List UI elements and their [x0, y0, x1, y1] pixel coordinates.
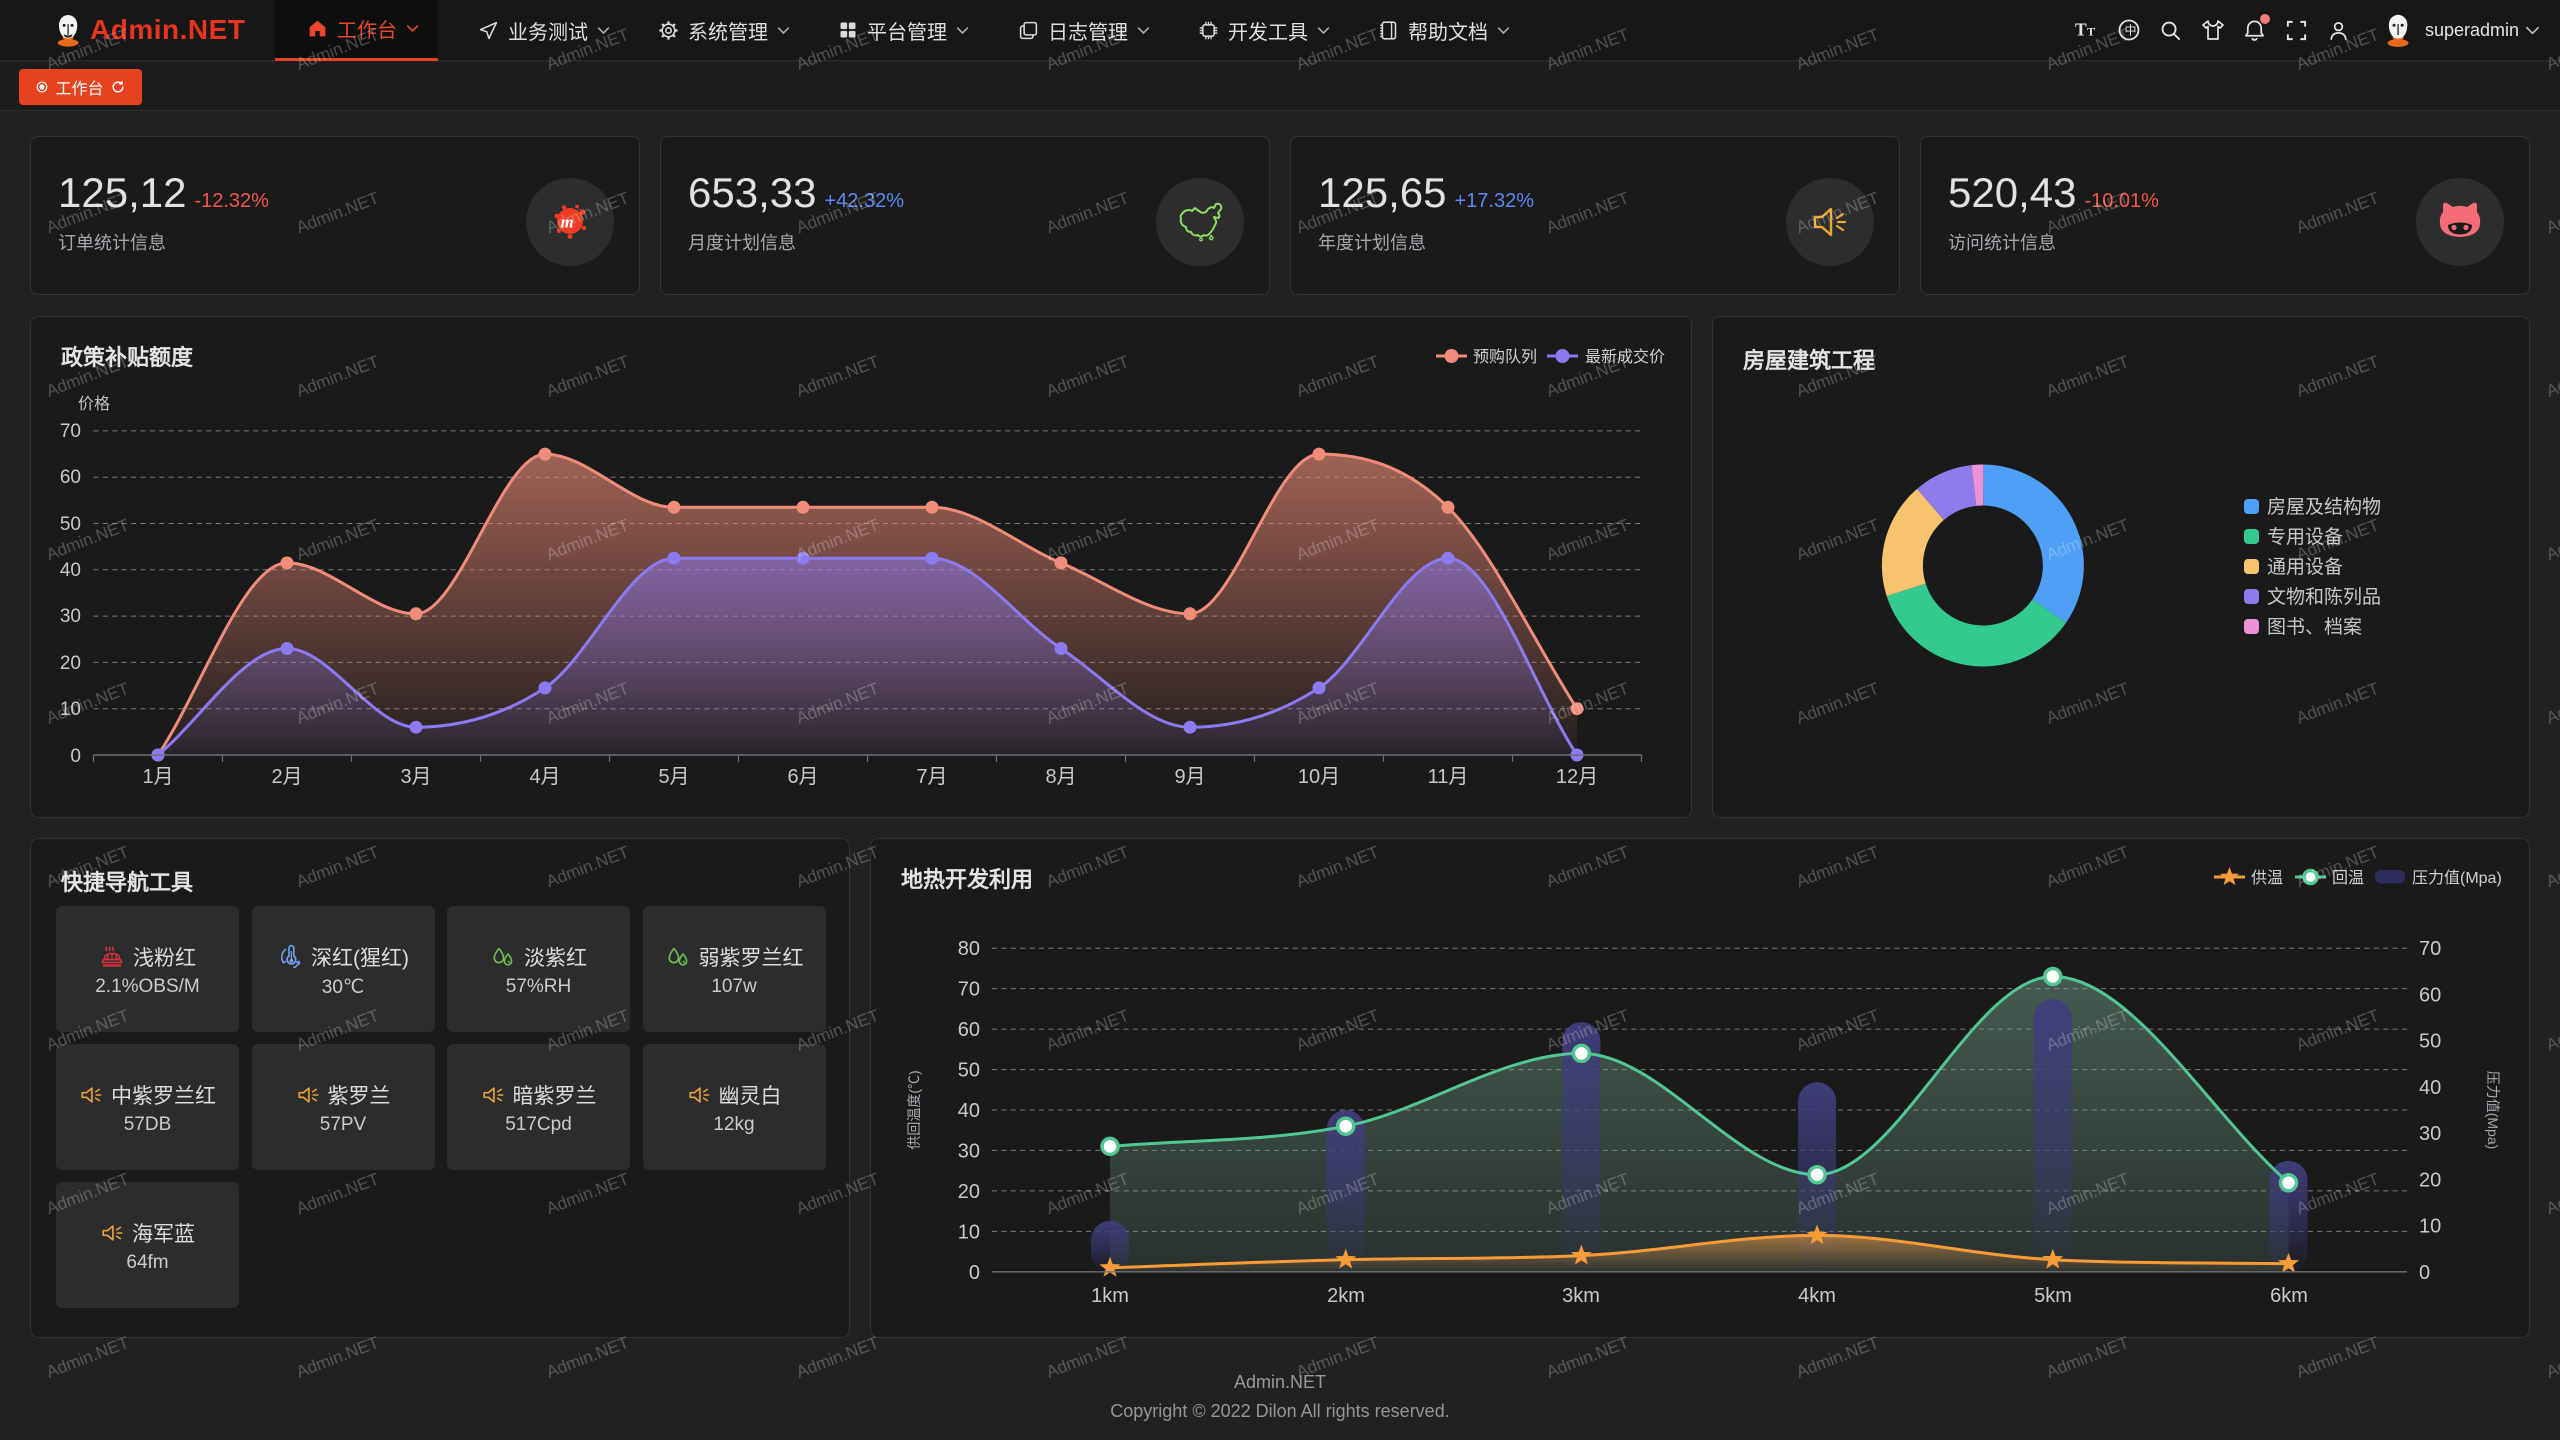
- svg-text:60: 60: [2419, 984, 2441, 1006]
- svg-text:最新成交价: 最新成交价: [1585, 348, 1665, 366]
- svg-text:通用设备: 通用设备: [2267, 556, 2343, 578]
- svg-text:房屋及结构物: 房屋及结构物: [2267, 496, 2381, 518]
- svg-text:预购队列: 预购队列: [1473, 348, 1537, 366]
- svg-text:9月: 9月: [1174, 766, 1205, 788]
- svg-text:3月: 3月: [400, 766, 431, 788]
- svg-text:60: 60: [958, 1019, 980, 1041]
- svg-text:2km: 2km: [1327, 1285, 1365, 1307]
- svg-text:50: 50: [60, 514, 81, 535]
- svg-text:70: 70: [958, 979, 980, 1001]
- svg-text:T: T: [2075, 20, 2087, 40]
- svg-text:5km: 5km: [2034, 1285, 2072, 1307]
- svg-text:50: 50: [958, 1060, 980, 1082]
- svg-text:12月: 12月: [1556, 766, 1598, 788]
- svg-text:7月: 7月: [916, 766, 947, 788]
- svg-text:30: 30: [2419, 1123, 2441, 1145]
- svg-text:40: 40: [958, 1100, 980, 1122]
- svg-text:3km: 3km: [1562, 1285, 1600, 1307]
- svg-text:专用设备: 专用设备: [2267, 526, 2343, 548]
- svg-text:11月: 11月: [1428, 766, 1469, 788]
- svg-text:4月: 4月: [529, 766, 560, 788]
- svg-text:中: 中: [2124, 23, 2136, 38]
- svg-text:30: 30: [958, 1140, 980, 1162]
- svg-text:回温: 回温: [2332, 869, 2364, 887]
- svg-text:压力值(Mpa): 压力值(Mpa): [2412, 869, 2502, 887]
- svg-text:0: 0: [70, 746, 81, 767]
- svg-text:80: 80: [958, 938, 980, 960]
- svg-text:地热开发利用: 地热开发利用: [901, 867, 1033, 892]
- svg-text:10: 10: [60, 699, 81, 720]
- svg-text:政策补贴额度: 政策补贴额度: [61, 345, 194, 370]
- svg-text:30: 30: [60, 606, 81, 627]
- svg-text:10: 10: [2419, 1216, 2441, 1238]
- svg-text:1km: 1km: [1091, 1285, 1129, 1307]
- svg-text:文物和陈列品: 文物和陈列品: [2267, 586, 2381, 608]
- svg-text:50: 50: [2419, 1031, 2441, 1053]
- svg-text:m: m: [561, 213, 574, 232]
- svg-text:8月: 8月: [1045, 766, 1076, 788]
- svg-text:20: 20: [958, 1181, 980, 1203]
- svg-text:40: 40: [60, 560, 81, 581]
- svg-text:0: 0: [2419, 1262, 2430, 1284]
- svg-text:0: 0: [969, 1262, 980, 1284]
- svg-text:价格: 价格: [78, 395, 110, 413]
- svg-text:1月: 1月: [142, 766, 173, 788]
- svg-text:60: 60: [60, 467, 81, 488]
- svg-text:5月: 5月: [658, 766, 689, 788]
- svg-text:6km: 6km: [2270, 1285, 2308, 1307]
- svg-text:40: 40: [2419, 1077, 2441, 1099]
- svg-text:10月: 10月: [1298, 766, 1340, 788]
- svg-text:4km: 4km: [1798, 1285, 1836, 1307]
- svg-text:T: T: [2087, 25, 2095, 39]
- svg-text:20: 20: [60, 653, 81, 674]
- svg-text:供温: 供温: [2251, 869, 2283, 887]
- svg-text:20: 20: [2419, 1169, 2441, 1191]
- svg-text:图书、档案: 图书、档案: [2267, 616, 2362, 638]
- svg-text:70: 70: [60, 421, 81, 442]
- svg-text:2月: 2月: [271, 766, 302, 788]
- svg-text:6月: 6月: [787, 766, 818, 788]
- svg-text:10: 10: [958, 1221, 980, 1243]
- svg-text:压力值(Mpa): 压力值(Mpa): [2485, 1071, 2501, 1150]
- svg-text:供回温度(℃): 供回温度(℃): [906, 1070, 922, 1149]
- svg-text:70: 70: [2419, 938, 2441, 960]
